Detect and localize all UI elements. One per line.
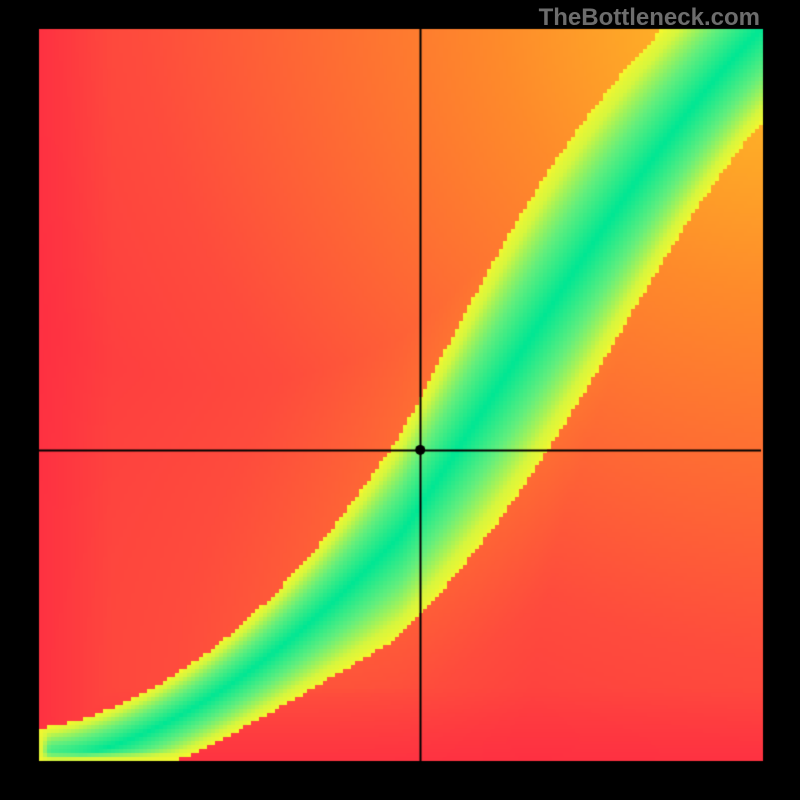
watermark-text: TheBottleneck.com bbox=[539, 4, 760, 32]
heatmap-canvas bbox=[0, 0, 800, 800]
